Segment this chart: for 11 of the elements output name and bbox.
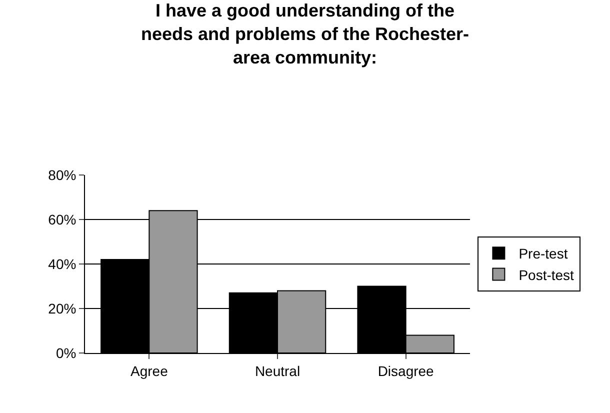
legend-label: Post-test <box>518 266 574 283</box>
legend-label: Pre-test <box>518 246 568 262</box>
x-tick-label: Neutral <box>254 362 300 379</box>
y-tick-label: 40% <box>48 256 76 272</box>
x-tick-label: Disagree <box>378 362 434 379</box>
y-tick-label: 0% <box>56 344 76 361</box>
y-tick-label: 60% <box>48 211 76 228</box>
x-tick-label: Agree <box>130 362 168 379</box>
chart-title: I have a good understanding of the needs and problems of the Rochester-area community: <box>140 0 470 68</box>
y-tick-label: 20% <box>48 300 76 316</box>
y-tick-label: 80% <box>48 166 76 183</box>
